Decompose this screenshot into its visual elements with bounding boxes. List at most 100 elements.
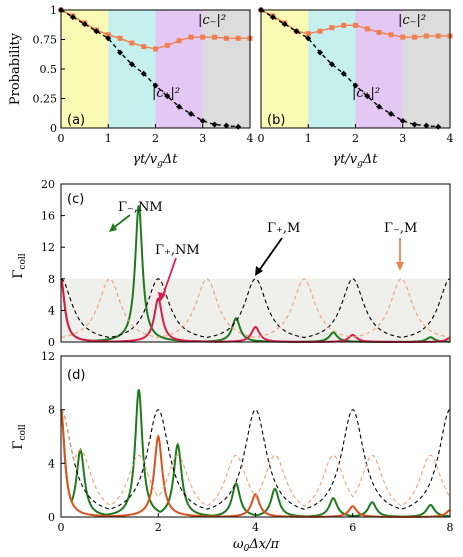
pc-ytick-label: 16 <box>41 210 55 223</box>
pa-series-1-point <box>69 14 76 21</box>
pb-series-0-point <box>388 32 394 38</box>
pa-series-1-point <box>199 117 206 124</box>
pa-series-0-point <box>235 35 241 41</box>
pa-series-0-point <box>223 35 229 41</box>
panel-c-arrowhead-gm-nm <box>109 223 117 232</box>
pa-region-0 <box>61 10 109 128</box>
panel-b: 0 1 2 3 4 γt/vgΔt (b) |c₋|² |c₊|² <box>258 7 454 169</box>
pb-region-0 <box>261 10 309 128</box>
pc-series-3-curve <box>60 278 451 338</box>
panel-b-cp-label: |c₊|² <box>352 86 380 101</box>
pa-series-1-point <box>152 82 159 89</box>
panel-c-frame <box>60 183 451 343</box>
pa-series-1-point <box>235 123 242 130</box>
panel-d-tag: (d) <box>67 368 85 383</box>
pa-xtick-label: 4 <box>247 132 254 145</box>
panel-c-ann-gm-m: Γ₋,M <box>384 221 417 236</box>
pc-shaded-band <box>61 278 450 342</box>
pa-series-1-point <box>223 122 230 129</box>
pd-xtick-label: 6 <box>349 521 356 534</box>
pc-ytick-label: 0 <box>48 336 55 349</box>
pd-ytick-label: 4 <box>48 457 55 470</box>
pd-series-1-curve <box>60 409 451 518</box>
pc-ytick-label: 8 <box>48 273 55 286</box>
pa-series-0-point <box>164 42 170 48</box>
pa-region-1 <box>108 10 156 128</box>
panel-c-ylabel: Γcoll <box>11 253 28 278</box>
pa-series-0-point <box>153 46 158 52</box>
panel-a-cm-label: |c₋|² <box>198 13 226 28</box>
pa-series-1-point <box>93 28 100 35</box>
pa-series-1-point <box>187 110 194 117</box>
panel-c: Γcoll 0 4 8 12 16 20 (c) Γ₋,NM Γ₊,NM Γ₊,M Γ₋,… <box>11 178 451 349</box>
panel-d-ylabel: Γcoll <box>11 424 28 449</box>
pa-region-2 <box>155 10 203 128</box>
pa-series-1-point <box>176 103 183 110</box>
pd-ytick-label: 12 <box>41 350 55 363</box>
pb-series-0-point <box>412 34 418 40</box>
panel-a-cp-label: |c₊|² <box>152 86 180 101</box>
pc-ytick-label: 12 <box>41 241 55 254</box>
pb-series-1-point <box>269 14 276 21</box>
pa-region-3 <box>202 10 250 128</box>
pb-series-0-point <box>364 26 370 32</box>
pb-xtick-label: 3 <box>399 132 406 145</box>
pa-series-0-point <box>200 34 206 40</box>
pb-series-0-point <box>353 22 358 28</box>
pd-ytick-label: 8 <box>48 404 55 417</box>
pb-series-1-point <box>281 21 288 28</box>
pb-series-1-point <box>352 82 359 89</box>
panel-d-frame <box>60 355 451 518</box>
pd-xtick-label: 2 <box>155 521 162 534</box>
pb-xtick-label: 0 <box>258 132 265 145</box>
pb-xtick-label: 4 <box>447 132 454 145</box>
pa-series-1-line <box>60 9 239 128</box>
pa-series-0-point <box>212 34 218 40</box>
panel-a-xlabel: γt/vgΔt <box>132 152 178 169</box>
pa-ytick-label: 0.5 <box>40 63 58 76</box>
pa-series-1-point <box>140 70 147 77</box>
pa-series-0-point <box>117 35 123 41</box>
panel-d: Γcoll 0 4 8 12 0 2 4 6 8 ω0Δx/π (d) <box>11 350 454 554</box>
pa-series-0-point <box>129 40 135 46</box>
pa-xtick-label: 2 <box>152 132 159 145</box>
pb-series-0-point <box>341 22 347 28</box>
pa-ytick-label: 1 <box>50 4 57 17</box>
pd-xtick-label: 0 <box>58 521 65 534</box>
pb-series-1-point <box>435 123 442 130</box>
pa-xtick-label: 3 <box>199 132 206 145</box>
panel-c-arrowhead-gp-nm <box>158 292 166 302</box>
panel-b-xlabel: γt/vgΔt <box>332 152 378 169</box>
pa-series-0-point <box>141 44 147 50</box>
pb-series-1-line <box>260 9 439 128</box>
pb-series-1-point <box>328 61 335 68</box>
pb-series-1-point <box>340 70 347 77</box>
panel-c-tag: (c) <box>67 192 84 207</box>
panel-c-arrow-gp-m <box>257 237 283 273</box>
pb-series-1-point <box>376 103 383 110</box>
pd-xtick-label: 8 <box>447 521 454 534</box>
pa-series-1-point <box>117 49 124 56</box>
pb-series-0-point <box>423 33 429 39</box>
pa-series-1-point <box>211 121 218 128</box>
panel-c-arrow-gp-nm <box>161 257 177 299</box>
pb-xtick-label: 2 <box>352 132 359 145</box>
panel-c-ann-gp-nm: Γ₊,NM <box>155 243 200 258</box>
pa-ytick-label: 0.25 <box>33 93 58 106</box>
pa-series-0-point <box>188 34 194 40</box>
pd-ytick-label: 0 <box>48 511 55 524</box>
pb-series-0-point <box>317 28 323 34</box>
panel-b-cm-label: |c₋|² <box>398 13 426 28</box>
pa-series-1-point <box>164 93 171 100</box>
pb-series-0-point <box>400 34 406 40</box>
pc-series-2-curve <box>60 278 451 338</box>
pa-series-1-point <box>81 21 88 28</box>
pb-series-1-point <box>305 35 312 42</box>
panel-a-tag: (a) <box>67 113 85 128</box>
pb-series-0-point <box>329 25 335 31</box>
pa-xtick-label: 1 <box>105 132 112 145</box>
panel-b-tag: (b) <box>267 113 285 128</box>
pb-xtick-label: 1 <box>305 132 312 145</box>
